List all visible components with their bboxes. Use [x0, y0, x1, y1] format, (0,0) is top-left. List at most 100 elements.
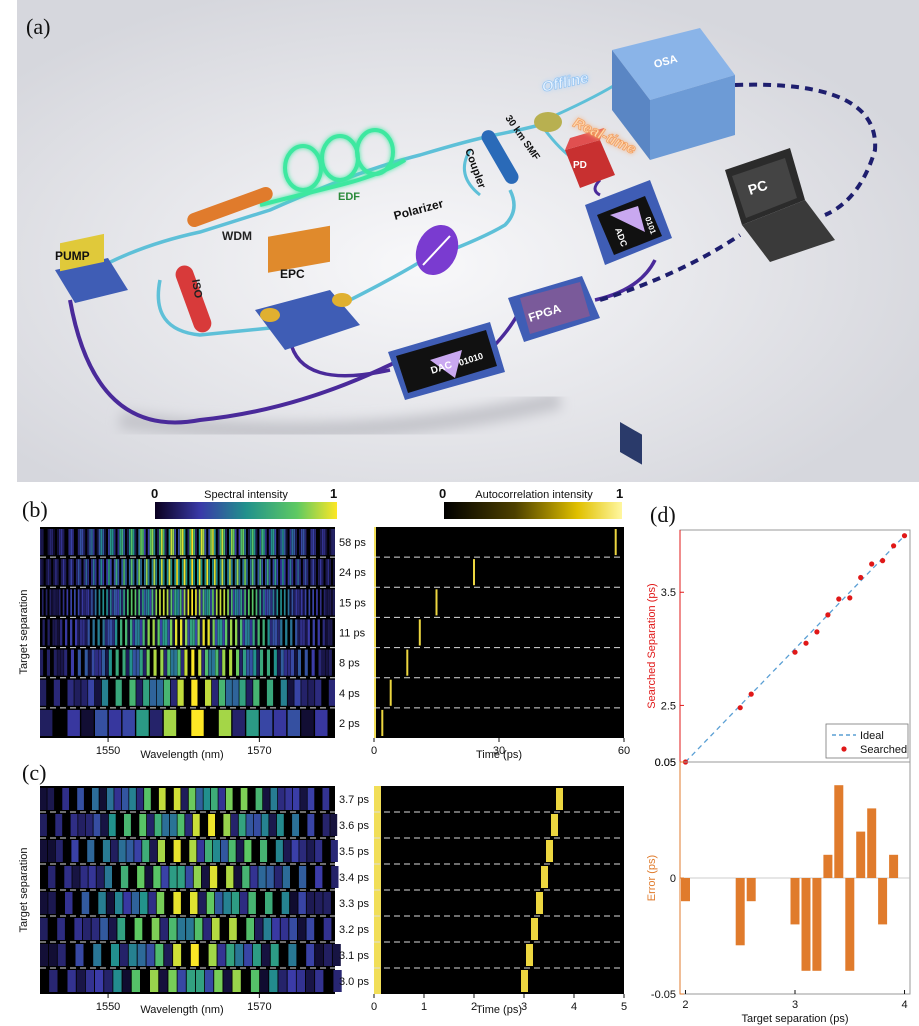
spectral-cell [248, 529, 250, 556]
error-bar [746, 878, 756, 902]
panel-c-spectra-xticks: 1550 1570 [96, 994, 272, 1013]
spectral-cell [236, 840, 244, 862]
spectral-cell [185, 589, 188, 616]
osa-instrument [612, 28, 735, 465]
spectral-cell [203, 788, 211, 810]
spectral-cell [312, 589, 314, 616]
spectral-cell [204, 559, 207, 586]
spectral-cell [255, 589, 258, 616]
spectral-cell [283, 589, 286, 616]
spectral-cell [249, 529, 252, 556]
spectral-cell [95, 679, 102, 706]
spectral-cell [189, 529, 192, 556]
spectral-cell [291, 589, 294, 616]
searched-point [737, 705, 743, 711]
spectral-cell [123, 892, 131, 914]
spectral-cell [64, 866, 72, 888]
spectral-cell [265, 892, 273, 914]
spectral-cell [282, 866, 290, 888]
spectral-cell [248, 892, 256, 914]
panel-b-spectra: 58 ps 24 ps 15 ps 11 ps 8 ps 4 ps 2 ps 1550 157… [18, 527, 366, 761]
spectral-cell [132, 529, 135, 556]
spectral-cell [78, 814, 86, 836]
spectral-cell [81, 529, 84, 556]
spectral-cell [184, 649, 188, 676]
error-bar [845, 878, 855, 971]
spectral-cell [104, 529, 106, 556]
spectral-cell [280, 619, 283, 646]
spectral-cell [81, 589, 84, 616]
spectral-cell [261, 529, 263, 556]
spectral-cell [126, 649, 130, 676]
spectral-cell [289, 529, 292, 556]
spectral-cell [327, 589, 330, 616]
row-label: 58 ps [339, 537, 366, 549]
spectral-cell [127, 529, 129, 556]
spectral-cell [197, 840, 205, 862]
spectral-cell [153, 866, 161, 888]
spectral-cell [294, 679, 301, 706]
spectral-cell [121, 589, 123, 616]
spectral-cell [62, 589, 65, 616]
spectral-cell [157, 529, 159, 556]
spectral-cell [110, 840, 118, 862]
spectral-cell [48, 892, 56, 914]
spectral-cell [158, 788, 166, 810]
searched-point [901, 533, 908, 539]
spectral-cell [304, 529, 307, 556]
spectral-cell [234, 559, 237, 586]
spectral-cell [244, 840, 252, 862]
panel-c-ylabel: Target separation [18, 848, 30, 933]
spectral-cell [304, 589, 307, 616]
spectral-cell [114, 788, 121, 810]
spectral-cell [245, 619, 248, 646]
spectral-cell [212, 619, 215, 646]
spectral-cell [47, 619, 50, 646]
spectral-cell [276, 814, 284, 836]
spectral-cell [77, 788, 84, 810]
searched-point [836, 596, 842, 602]
spectral-cell [72, 559, 74, 586]
panel-d-bottom-yticks: 0.05 0 -0.05 [651, 757, 684, 1001]
panel-d-bottom-xlabel: Target separation (ps) [742, 1013, 849, 1025]
spectral-cell [108, 589, 110, 616]
spectral-cell [147, 559, 150, 586]
spectral-cell [82, 619, 85, 646]
spectral-cell [167, 619, 170, 646]
spectral-cell [318, 649, 322, 676]
spectral-cell [323, 589, 326, 616]
epc-label: EPC [280, 267, 305, 281]
spectral-cell [67, 970, 76, 992]
spectral-cell [105, 649, 109, 676]
spectral-cell [159, 970, 168, 992]
spectral-cell [270, 619, 273, 646]
row-label: 11 ps [339, 628, 366, 640]
error-bar [790, 878, 800, 925]
spectral-cell [299, 529, 301, 556]
spectral-cell [60, 619, 63, 646]
spectral-cell [236, 559, 239, 586]
spectral-cell [108, 918, 117, 940]
spectral-cell [263, 788, 270, 810]
autocorr-peak [614, 529, 617, 556]
spectral-cell [185, 814, 193, 836]
polarizer-axis [422, 235, 451, 266]
spectral-cell [232, 679, 239, 706]
spectral-cell [55, 814, 63, 836]
spectral-cell [169, 814, 177, 836]
spectral-cell [139, 649, 143, 676]
spectral-cell [151, 918, 160, 940]
spectral-cell [266, 679, 274, 706]
spectral-cell [205, 970, 214, 992]
spectral-cell [151, 529, 154, 556]
spectral-cell [64, 559, 67, 586]
spectral-cell [106, 788, 114, 810]
spectral-cell [83, 559, 86, 586]
spectral-cell [294, 649, 298, 676]
spectral-cell [71, 840, 79, 862]
spectral-cell [266, 866, 274, 888]
spectral-cell [53, 529, 55, 556]
error-bar [681, 878, 690, 902]
spectral-cell [173, 840, 181, 862]
